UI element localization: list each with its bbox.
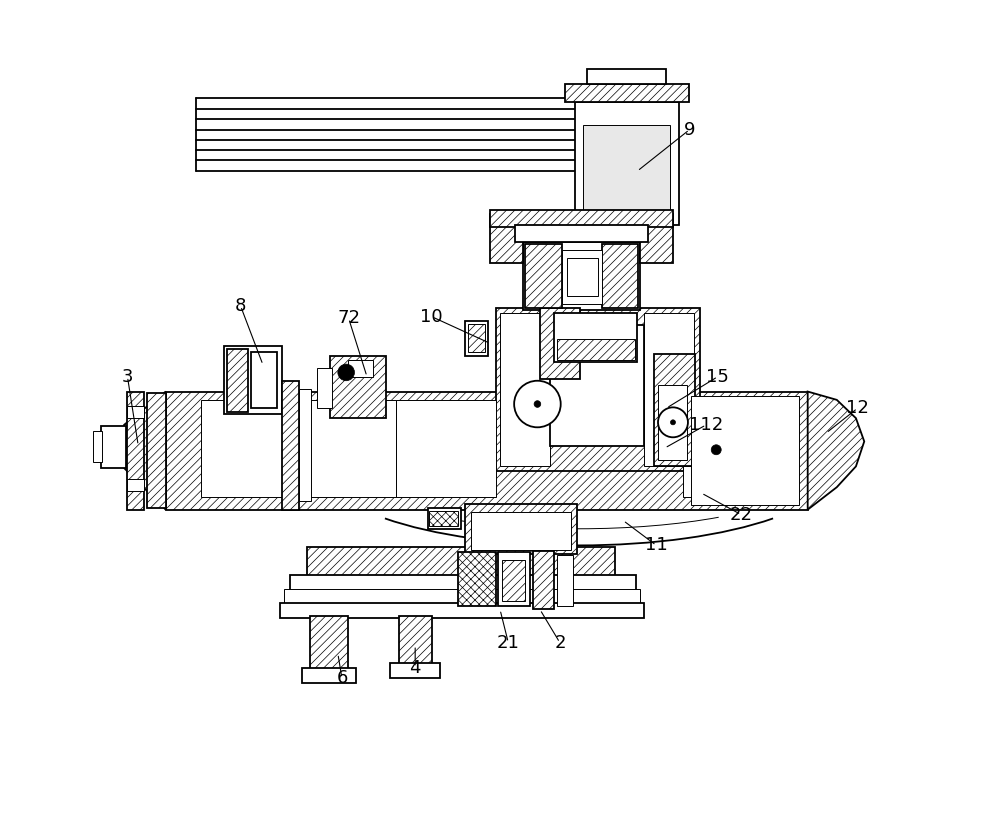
Text: 2: 2 (554, 634, 566, 651)
Bar (465, 504, 577, 554)
Bar (302, 667, 356, 682)
Circle shape (658, 407, 688, 437)
Bar (468, 324, 485, 352)
Bar (196, 140, 600, 151)
Bar (290, 575, 636, 593)
Bar (490, 210, 673, 227)
Bar (196, 119, 600, 130)
Bar (429, 511, 458, 526)
Circle shape (514, 381, 561, 427)
Text: 21: 21 (497, 634, 520, 651)
Circle shape (534, 401, 541, 407)
Bar (565, 84, 689, 102)
Bar (575, 102, 679, 225)
Bar (498, 552, 530, 606)
Bar (550, 325, 644, 446)
Bar (227, 349, 248, 412)
Bar (540, 308, 580, 379)
Bar (196, 161, 600, 171)
Polygon shape (808, 392, 864, 510)
Bar (299, 389, 311, 501)
Text: 112: 112 (689, 416, 723, 434)
Bar (644, 312, 694, 466)
Circle shape (338, 364, 354, 381)
Bar (399, 616, 432, 666)
Bar (307, 547, 615, 579)
Bar (390, 664, 440, 678)
Circle shape (670, 420, 675, 425)
Bar (396, 400, 496, 497)
Bar (147, 393, 166, 508)
Bar (471, 512, 571, 550)
Bar (465, 321, 488, 356)
Bar (458, 552, 496, 606)
Bar (554, 312, 637, 362)
Bar (317, 368, 332, 408)
Bar (166, 392, 808, 510)
Bar (330, 356, 386, 418)
Text: 15: 15 (706, 367, 729, 386)
Bar (567, 258, 598, 296)
Bar (562, 250, 602, 304)
Bar (348, 360, 373, 377)
Bar (282, 381, 299, 510)
Bar (201, 400, 396, 497)
Bar (683, 400, 791, 497)
Bar (502, 560, 525, 601)
Bar (533, 551, 554, 610)
Text: 8: 8 (235, 297, 246, 315)
Text: 3: 3 (122, 367, 133, 386)
Text: 9: 9 (684, 121, 695, 138)
Bar (523, 242, 640, 310)
Text: 4: 4 (409, 659, 421, 676)
Bar (654, 354, 695, 466)
Bar (101, 426, 126, 468)
Text: 11: 11 (645, 536, 668, 555)
Bar (127, 406, 144, 418)
Bar (587, 69, 666, 84)
Text: 10: 10 (420, 307, 443, 326)
Bar (284, 590, 640, 606)
Bar (525, 243, 562, 308)
Circle shape (711, 445, 721, 455)
Bar (500, 312, 550, 466)
Text: 72: 72 (337, 309, 360, 327)
Bar (93, 431, 102, 462)
Bar (490, 214, 523, 262)
Bar (557, 555, 573, 606)
Text: 6: 6 (336, 670, 348, 687)
Bar (658, 385, 687, 460)
Bar (515, 225, 648, 242)
Bar (280, 603, 644, 618)
Bar (127, 392, 144, 510)
Bar (310, 616, 348, 670)
Text: 12: 12 (846, 399, 869, 417)
Text: 22: 22 (730, 506, 753, 524)
Bar (127, 479, 144, 491)
Bar (557, 339, 635, 360)
Bar (640, 214, 673, 262)
Bar (196, 98, 600, 109)
Bar (224, 346, 282, 414)
Bar (691, 396, 799, 506)
Bar (583, 126, 670, 217)
Bar (251, 352, 277, 408)
Polygon shape (124, 392, 166, 510)
Bar (428, 508, 461, 529)
Bar (496, 308, 700, 471)
Bar (602, 243, 638, 308)
